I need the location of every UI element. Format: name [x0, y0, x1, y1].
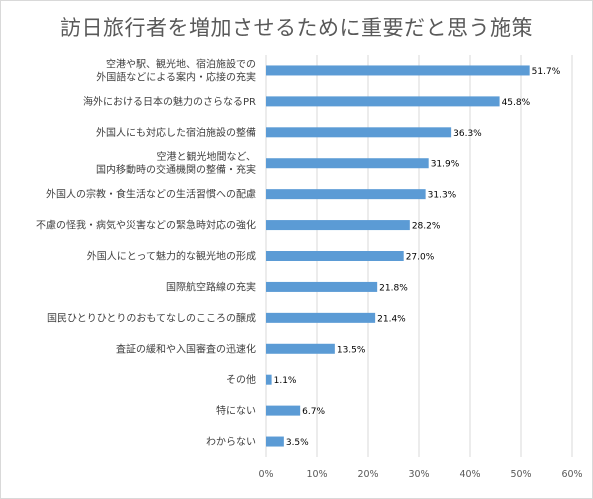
- bar: [266, 405, 301, 416]
- bar: [266, 343, 335, 354]
- bar: [266, 127, 452, 138]
- bar: [266, 189, 426, 200]
- data-label: 13.5%: [337, 345, 366, 355]
- bar: [266, 374, 272, 385]
- x-tick-label: 50%: [510, 469, 531, 480]
- category-label: 外国人にも対応した宿泊施設の整備: [96, 126, 256, 139]
- category-label: 外国人にとって魅力的な観光地の形成: [87, 250, 256, 263]
- data-label: 36.3%: [453, 129, 482, 139]
- bar: [266, 436, 284, 447]
- bar: [266, 220, 410, 231]
- x-tick-label: 30%: [408, 469, 429, 480]
- data-label: 3.5%: [286, 438, 309, 448]
- x-tick-label: 10%: [306, 469, 327, 480]
- data-label: 45.8%: [502, 98, 531, 108]
- data-label: 21.4%: [377, 314, 406, 324]
- x-tick-label: 0%: [258, 469, 273, 480]
- data-label: 27.0%: [406, 253, 435, 263]
- category-label: 国際航空路線の充実: [166, 280, 256, 293]
- bar: [266, 312, 376, 323]
- category-label: 空港と観光地間など、: [157, 150, 257, 163]
- data-label: 1.1%: [274, 376, 297, 386]
- data-label: 21.8%: [379, 283, 408, 293]
- category-label: 国内移動時の交通機関の整備・充実: [96, 163, 256, 176]
- category-label: 外国語などによる案内・応接の充実: [96, 70, 256, 83]
- category-label: わからない: [206, 436, 256, 448]
- data-label: 51.7%: [532, 67, 561, 77]
- category-label: その他: [226, 373, 256, 386]
- category-label: 海外における日本の魅力のさらなるPR: [83, 95, 256, 108]
- bar: [266, 65, 530, 76]
- category-label: 外国人の宗教・食生活などの生活習慣への配慮: [46, 188, 256, 201]
- category-label: 不慮の怪我・病気や災害などの緊急時対応の強化: [36, 219, 256, 232]
- category-label: 空港や駅、観光地、宿泊施設での: [106, 57, 256, 70]
- category-label: 国民ひとりひとりのおもてなしのこころの醸成: [47, 312, 256, 324]
- bar: [266, 96, 500, 107]
- x-tick-label: 60%: [561, 469, 582, 480]
- data-label: 31.3%: [428, 191, 457, 201]
- bar: [266, 281, 378, 292]
- x-tick-label: 20%: [357, 469, 378, 480]
- bar: [266, 251, 404, 261]
- data-label: 28.2%: [412, 222, 441, 232]
- chart-title: 訪日旅行者を増加させるために重要だと思う施策: [60, 16, 533, 40]
- category-label: 特にない: [216, 405, 256, 417]
- category-label: 査証の緩和や入国審査の迅速化: [116, 342, 256, 355]
- x-tick-label: 40%: [459, 469, 480, 480]
- data-label: 31.9%: [431, 160, 460, 170]
- bar: [266, 158, 429, 169]
- data-label: 6.7%: [302, 407, 325, 417]
